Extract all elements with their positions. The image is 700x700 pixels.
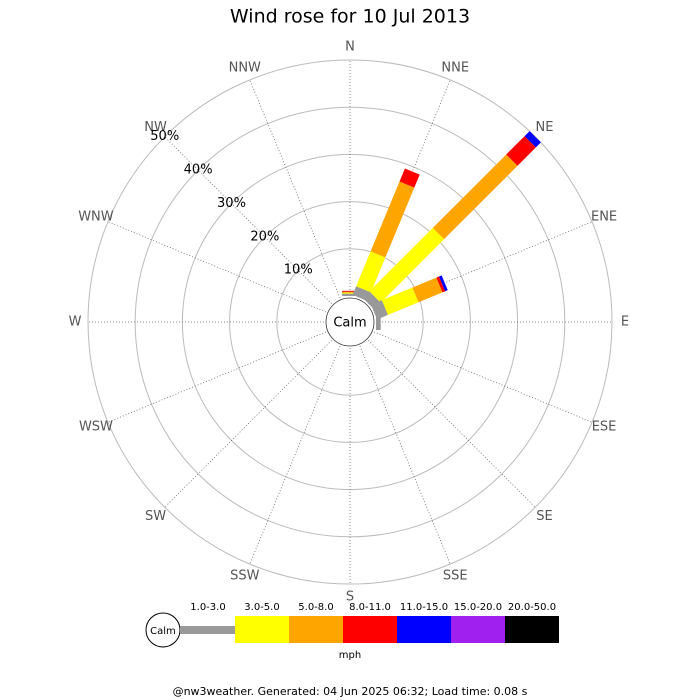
spoke: [164, 136, 332, 304]
ring-label: 10%: [284, 263, 313, 278]
legend-swatch: [180, 626, 235, 634]
bar-segment: [399, 168, 420, 188]
spoke: [359, 345, 451, 565]
legend-swatch: [451, 616, 505, 643]
direction-label: SE: [536, 509, 552, 524]
bar-segment: [370, 300, 388, 320]
spoke: [107, 331, 327, 423]
spoke: [164, 340, 332, 508]
legend-label: 11.0-15.0: [400, 602, 448, 613]
bar-segment: [436, 276, 446, 293]
legend-swatch: [343, 616, 397, 643]
grid-ring: [87, 59, 613, 585]
grid-ring: [229, 201, 471, 443]
direction-label: W: [69, 315, 82, 330]
direction-label: SSW: [230, 569, 260, 584]
bar-segment: [376, 314, 381, 330]
legend-swatch: [235, 616, 289, 643]
spoke: [368, 340, 536, 508]
bar-segment: [369, 227, 445, 303]
bar-segment: [524, 131, 541, 148]
ring-label: 30%: [217, 196, 246, 211]
legend-swatch: [505, 616, 559, 643]
legend-label: 3.0-5.0: [244, 602, 279, 613]
ring-label: 20%: [250, 229, 279, 244]
legend-label: 5.0-8.0: [298, 602, 333, 613]
direction-label: NNE: [441, 60, 469, 75]
legend-label: 8.0-11.0: [349, 602, 391, 613]
spoke: [107, 221, 327, 313]
footer: @nw3weather. Generated: 04 Jun 2025 06:3…: [173, 685, 528, 698]
direction-label: ESE: [592, 420, 617, 435]
grid-ring: [276, 248, 424, 396]
calm-circle: [325, 297, 375, 347]
direction-label: SSE: [443, 569, 468, 584]
legend-label: 20.0-50.0: [508, 602, 556, 613]
bar-segment: [432, 154, 518, 240]
chart-title: Wind rose for 10 Jul 2013: [230, 6, 470, 28]
spoke: [249, 345, 341, 565]
direction-label: S: [346, 590, 354, 605]
direction-label: NNW: [229, 60, 261, 75]
direction-label: WSW: [79, 420, 113, 435]
legend-label: 1.0-3.0: [190, 602, 225, 613]
bar-segment: [506, 136, 536, 166]
calm-label: Calm: [333, 316, 366, 331]
direction-label: NE: [535, 120, 553, 135]
ring-label: 50%: [150, 129, 179, 144]
spoke: [249, 79, 341, 299]
direction-label: SW: [145, 509, 166, 524]
direction-label: E: [621, 315, 629, 330]
bar-segment: [370, 181, 415, 258]
bar-segment: [356, 251, 386, 293]
direction-label: ENE: [591, 209, 617, 224]
bar-segment: [438, 275, 448, 292]
legend-unit: mph: [339, 650, 361, 661]
bar-segment: [381, 287, 419, 315]
direction-label: WNW: [78, 209, 114, 224]
legend-label: 15.0-20.0: [454, 602, 502, 613]
direction-label: NW: [144, 120, 167, 135]
bar-segment: [412, 277, 443, 303]
legend-calm-label: Calm: [150, 626, 176, 637]
grid-ring: [134, 106, 566, 538]
legend-swatch: [397, 616, 451, 643]
direction-label: N: [345, 40, 355, 55]
legend-swatch: [289, 616, 343, 643]
spoke: [373, 331, 593, 423]
ring-label: 40%: [184, 163, 213, 178]
